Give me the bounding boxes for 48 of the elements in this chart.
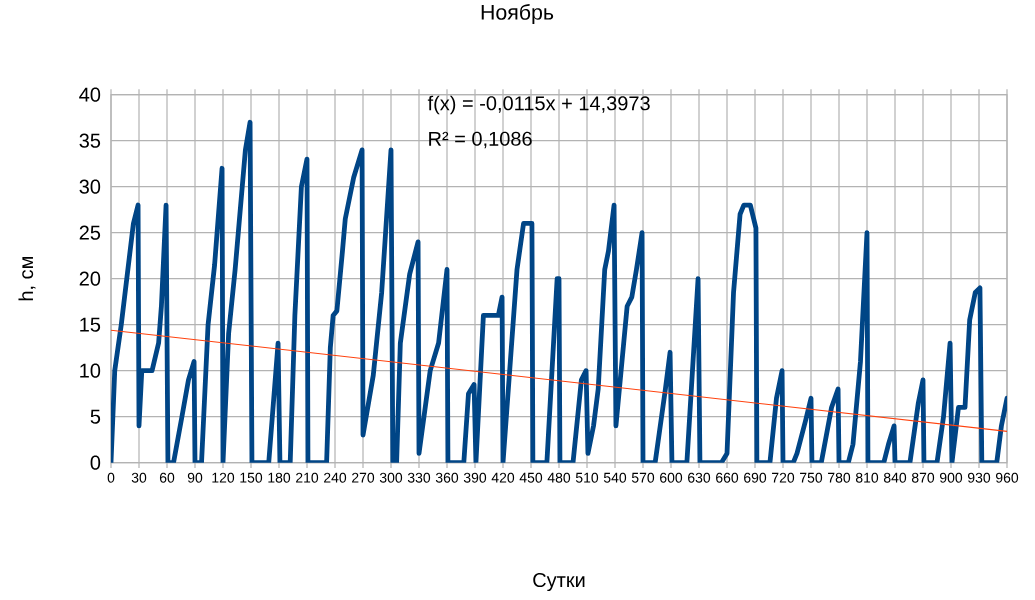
x-tick-label: 750 <box>800 472 823 483</box>
y-tick-label: 40 <box>79 87 101 102</box>
x-tick-label: 780 <box>828 472 851 483</box>
y-tick-label: 5 <box>90 409 101 424</box>
y-axis-title: h, см <box>18 257 36 301</box>
x-tick-label: 330 <box>407 472 431 483</box>
x-tick-label: 300 <box>379 472 403 483</box>
x-tick-label: 390 <box>463 472 487 483</box>
y-tick-label: 10 <box>80 363 101 378</box>
x-tick-label: 960 <box>995 472 1019 483</box>
x-tick-label: 0 <box>107 472 115 483</box>
x-tick-label: 270 <box>352 472 375 483</box>
x-tick-label: 180 <box>268 472 291 483</box>
x-tick-label: 450 <box>519 472 543 483</box>
x-tick-label: 90 <box>187 472 203 483</box>
x-tick-label: 120 <box>212 472 235 483</box>
x-tick-label: 60 <box>159 472 175 483</box>
x-tick-label: 810 <box>855 472 879 483</box>
x-tick-label: 570 <box>631 472 655 483</box>
x-tick-label: 420 <box>491 472 515 483</box>
x-tick-label: 600 <box>660 472 683 483</box>
x-tick-label: 30 <box>131 472 147 483</box>
x-tick-label: 870 <box>911 472 935 483</box>
y-tick-label: 15 <box>80 317 101 332</box>
x-tick-label: 840 <box>883 472 907 483</box>
y-tick-label: 0 <box>90 455 101 470</box>
x-tick-label: 630 <box>688 472 711 483</box>
y-tick-label: 30 <box>79 179 101 194</box>
annotation: R² = 0,1086 <box>429 131 532 149</box>
y-tick-label: 35 <box>79 133 101 148</box>
x-tick-label: 720 <box>772 472 795 483</box>
x-tick-label: 210 <box>296 472 319 483</box>
x-tick-label: 240 <box>324 472 347 483</box>
x-tick-label: 360 <box>435 472 459 483</box>
x-tick-label: 690 <box>744 472 767 483</box>
x-tick-label: 510 <box>575 472 599 483</box>
chart-title: Ноябрь <box>481 3 554 25</box>
x-tick-label: 660 <box>716 472 739 483</box>
x-tick-label: 480 <box>547 472 571 483</box>
y-tick-label: 20 <box>79 271 101 286</box>
y-tick-label: 25 <box>79 225 101 240</box>
line-series <box>111 119 1008 463</box>
x-axis-title: Сутки <box>533 572 585 592</box>
x-tick-label: 540 <box>603 472 627 483</box>
x-tick-label: 930 <box>967 472 991 483</box>
x-tick-label: 900 <box>939 472 963 483</box>
x-tick-label: 150 <box>240 472 263 483</box>
annotation: f(x) = -0,0115x + 14,3973 <box>427 95 650 115</box>
